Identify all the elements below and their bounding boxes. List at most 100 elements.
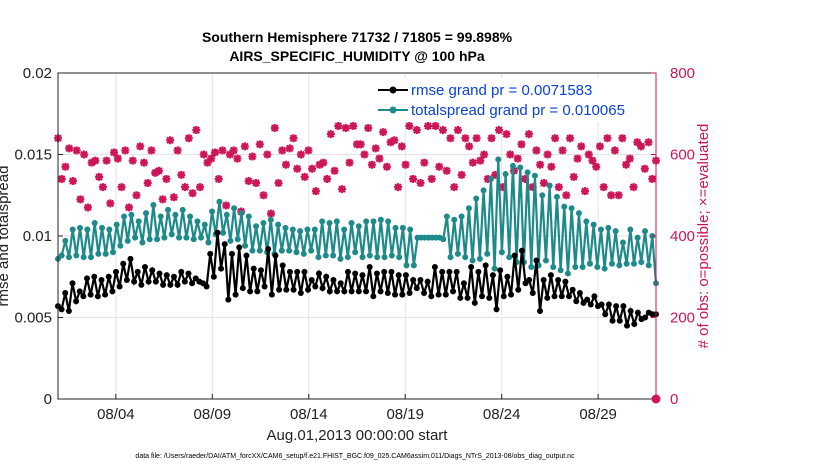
rmse-point — [181, 278, 188, 285]
x-axis-label: Aug.01,2013 00:00:00 start — [267, 427, 449, 444]
rmse-point — [468, 263, 475, 270]
rmse-point — [526, 277, 533, 284]
rmse-point — [341, 288, 348, 295]
rmse-point — [236, 244, 243, 251]
totalspread-point — [399, 224, 406, 231]
totalspread-point — [73, 252, 80, 259]
totalspread-point — [69, 226, 76, 233]
totalspread-point — [110, 249, 117, 256]
series-layer — [54, 121, 661, 404]
rmse-point — [417, 277, 424, 284]
totalspread-point — [359, 254, 366, 261]
totalspread-point — [143, 210, 150, 217]
totalspread-point — [476, 255, 483, 262]
rmse-point — [265, 246, 272, 253]
obs-evaluated-point — [326, 130, 335, 139]
rmse-point — [631, 321, 638, 328]
obs-evaluated-point — [125, 203, 134, 212]
obs-evaluated-point — [577, 142, 586, 151]
obs-evaluated-point — [199, 150, 208, 159]
totalspread-point — [583, 218, 590, 225]
rmse-point — [239, 285, 246, 292]
obs-evaluated-point — [210, 148, 219, 157]
obs-evaluated-point — [113, 154, 122, 163]
totalspread-point — [165, 206, 172, 213]
left-tick-label: 0.015 — [14, 147, 52, 164]
x-tick-label: 08/24 — [483, 406, 521, 423]
rmse-point — [547, 272, 554, 279]
obs-evaluated-point — [65, 144, 74, 153]
obs-evaluated-point — [281, 160, 290, 169]
obs-evaluated-point — [637, 142, 646, 151]
totalspread-point — [619, 239, 626, 246]
totalspread-point — [150, 202, 157, 209]
rmse-point — [518, 247, 525, 254]
totalspread-point — [550, 263, 557, 270]
totalspread-point — [341, 226, 348, 233]
obs-evaluated-point — [214, 174, 223, 183]
obs-evaluated-point — [502, 130, 511, 139]
totalspread-point — [194, 218, 201, 225]
totalspread-point — [304, 226, 311, 233]
rmse-point — [431, 263, 438, 270]
totalspread-point — [300, 250, 307, 257]
obs-evaluated-point — [319, 158, 328, 167]
obs-evaluated-point — [184, 134, 193, 143]
totalspread-point — [315, 254, 322, 261]
obs-evaluated-point — [629, 183, 638, 192]
chart-subtitle: AIRS_SPECIFIC_HUMIDITY @ 100 hPa — [229, 48, 485, 64]
totalspread-point — [179, 206, 186, 213]
totalspread-point — [80, 254, 87, 261]
totalspread-point — [612, 228, 619, 235]
obs-evaluated-point — [472, 134, 481, 143]
obs-evaluated-point — [225, 150, 234, 159]
totalspread-point — [579, 263, 586, 270]
obs-evaluated-point — [162, 174, 171, 183]
totalspread-point — [154, 236, 161, 243]
rmse-point — [634, 309, 641, 316]
left-axis: 0 0.005 0.01 0.015 0.02 — [14, 65, 63, 408]
totalspread-point — [572, 263, 579, 270]
totalspread-point — [66, 254, 73, 261]
rmse-point — [131, 278, 138, 285]
totalspread-point — [469, 257, 476, 264]
legend-rmse-label: rmse grand pr = 0.0071583 — [411, 82, 592, 99]
series-obs-evaluated — [54, 121, 660, 218]
rmse-point — [392, 291, 399, 298]
totalspread-point — [348, 219, 355, 226]
rmse-point — [587, 301, 594, 308]
rmse-point — [261, 283, 268, 290]
rmse-point — [83, 275, 90, 282]
rmse-point — [504, 273, 511, 280]
totalspread-point — [553, 193, 560, 200]
x-tick-label: 08/29 — [579, 406, 617, 423]
obs-evaluated-point — [562, 191, 571, 200]
obs-evaluated-point — [244, 176, 253, 185]
totalspread-point — [443, 213, 450, 220]
rmse-point — [511, 252, 518, 259]
obs-evaluated-point — [495, 126, 504, 135]
totalspread-point — [308, 247, 315, 254]
rmse-point — [272, 252, 279, 259]
obs-evaluated-point — [517, 140, 526, 149]
rmse-point — [616, 317, 623, 324]
totalspread-point — [575, 210, 582, 217]
rmse-point — [402, 272, 409, 279]
obs-evaluated-point — [412, 126, 421, 135]
totalspread-point — [645, 262, 652, 269]
totalspread-point — [62, 237, 69, 244]
obs-evaluated-point — [607, 191, 616, 200]
rmse-point — [58, 306, 65, 313]
totalspread-point — [249, 247, 256, 254]
rmse-point — [352, 270, 359, 277]
right-tick-label: 0 — [670, 391, 678, 408]
rmse-point — [127, 255, 134, 262]
totalspread-point — [451, 216, 458, 223]
obs-evaluated-point — [341, 124, 350, 133]
totalspread-point — [278, 247, 285, 254]
rmse-point — [446, 268, 453, 275]
obs-evaluated-point — [98, 183, 107, 192]
left-tick-label: 0 — [44, 391, 52, 408]
obs-evaluated-point — [622, 160, 631, 169]
totalspread-point — [227, 237, 234, 244]
